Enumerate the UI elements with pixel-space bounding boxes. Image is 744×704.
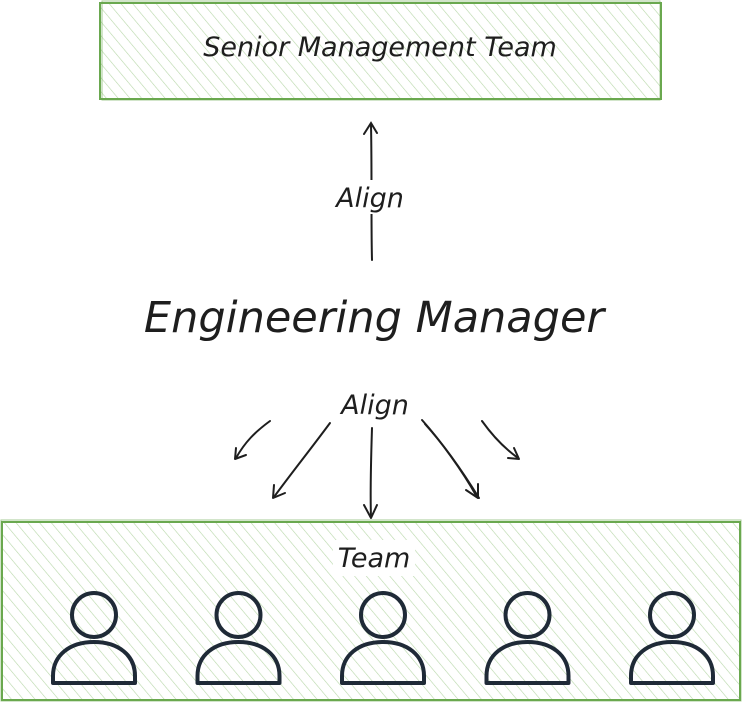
- arrow-to-far-right: [481, 420, 520, 460]
- team-label: Team: [338, 543, 411, 574]
- person-icon: [340, 591, 426, 685]
- arrow-to-right: [421, 419, 480, 499]
- senior-management-box: Senior Management Team: [99, 0, 662, 101]
- engineering-manager-label: Engineering Manager: [144, 293, 606, 343]
- senior-management-label: Senior Management Team: [203, 32, 557, 63]
- downward-align-label: Align: [339, 390, 409, 421]
- upward-align-label: Align: [334, 183, 404, 214]
- team-label-bg: [333, 540, 415, 576]
- arrow-to-left: [272, 422, 331, 499]
- team-members: [51, 591, 715, 685]
- arrow-to-far-left: [234, 420, 271, 460]
- person-icon: [51, 591, 137, 685]
- team-box: Team: [0, 519, 742, 702]
- upward-label-bg: [330, 180, 410, 214]
- person-icon: [484, 591, 571, 685]
- arrow-to-center: [363, 427, 378, 519]
- person-icon: [629, 591, 715, 685]
- person-icon: [195, 591, 282, 685]
